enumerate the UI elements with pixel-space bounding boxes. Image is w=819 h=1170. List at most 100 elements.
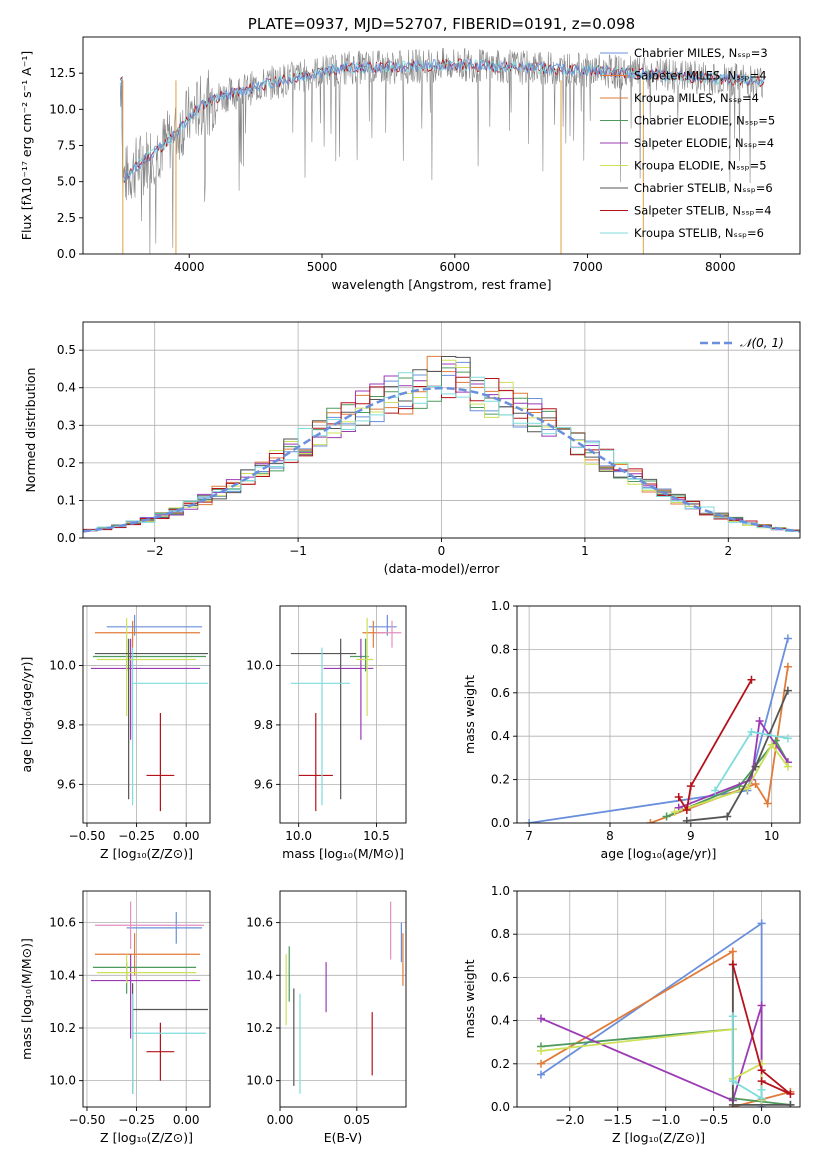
- panel-mass-vs-Z: −0.50 −0.25 0.00 10.0 10.2 10.4 10.6 Z [log₁₀(Z…: [19, 890, 211, 1145]
- y-tick-label: 7.5: [57, 139, 76, 153]
- x-tick-label: 0.00: [173, 829, 200, 843]
- x-axis-label: E(B-V): [324, 1130, 363, 1145]
- weight-point-marker: [786, 1100, 795, 1107]
- panel-mass-vs-ebv: 0.00 0.05 10.0 10.2 10.4 10.6 E(B-V): [246, 890, 407, 1145]
- axes-frame: [82, 890, 211, 1108]
- y-axis-label: mass weight: [462, 959, 477, 1038]
- y-tick-label: 10.0: [49, 658, 76, 672]
- x-axis-label: age [log₁₀(age/yr)]: [601, 846, 717, 861]
- panel-age-vs-mass: 10.0 10.5 9.6 9.8 10.0 mass [log₁₀(M/M⊙)]: [246, 605, 407, 861]
- weight-point-marker: [757, 1066, 766, 1075]
- weight-point-marker: [783, 634, 792, 643]
- x-tick-label: −1: [289, 544, 307, 558]
- axes-frame: [516, 605, 801, 824]
- x-tick-label: 5000: [307, 260, 338, 274]
- axes-frame: [516, 890, 801, 1108]
- y-tick-label: 0.8: [491, 927, 510, 941]
- y-tick-label: 10.0: [246, 658, 273, 672]
- x-tick-label: −2: [146, 544, 164, 558]
- y-tick-label: 9.8: [254, 718, 273, 732]
- x-tick-label: −0.25: [118, 1113, 155, 1127]
- weight-point-marker: [783, 734, 792, 743]
- spectrum-model-line: [120, 58, 765, 184]
- weight-point-marker: [723, 812, 732, 821]
- weight-point-marker: [757, 1085, 766, 1094]
- plot-area: [119, 47, 765, 254]
- y-tick-label: 9.6: [57, 777, 76, 791]
- x-axis-label: Z [log₁₀(Z/Z⊙)]: [100, 1130, 193, 1145]
- y-tick-label: 10.6: [49, 916, 76, 930]
- weight-series-line: [677, 679, 753, 813]
- weight-series-line: [540, 921, 763, 1107]
- weight-series-line: [528, 638, 789, 823]
- histogram-series: [83, 372, 800, 538]
- legend: Chabrier MILES, Nₛₛₚ=3 Salpeter MILES, Nₛ…: [600, 46, 775, 240]
- y-tick-label: 10.2: [246, 1021, 273, 1035]
- legend-entry: Kroupa STELIB, Nₛₛₚ=6: [634, 226, 764, 240]
- weight-point-marker: [783, 686, 792, 695]
- x-tick-label: 0.05: [343, 1113, 370, 1127]
- y-tick-label: 9.6: [254, 777, 273, 791]
- x-tick-label: −0.5: [699, 1113, 728, 1127]
- y-tick-label: 10.0: [49, 1074, 76, 1088]
- axes-frame: [82, 605, 211, 824]
- y-axis-label: Flux [fλ10⁻¹⁷ erg cm⁻² s⁻¹ A⁻¹]: [19, 51, 34, 240]
- weight-point-marker: [728, 947, 737, 956]
- x-tick-label: 8: [606, 829, 614, 843]
- weight-point-marker: [728, 1012, 737, 1021]
- x-axis-label: (data-model)/error: [384, 561, 501, 576]
- weight-point-marker: [747, 727, 756, 736]
- weight-point-marker: [711, 786, 720, 795]
- x-tick-label: 7000: [572, 260, 603, 274]
- x-tick-label: −1.0: [651, 1113, 680, 1127]
- weight-point-marker: [747, 675, 756, 684]
- weight-point-marker: [536, 1046, 545, 1055]
- plot-area: [525, 634, 792, 823]
- y-tick-label: 9.8: [57, 718, 76, 732]
- x-tick-label: 0.00: [173, 1113, 200, 1127]
- y-tick-label: 1.0: [491, 884, 510, 898]
- y-axis-label: mass weight: [462, 675, 477, 754]
- legend-entry: Chabrier MILES, Nₛₛₚ=3: [634, 46, 768, 60]
- weight-point-marker: [757, 1094, 766, 1103]
- chart-title: PLATE=0937, MJD=52707, FIBERID=0191, z=0…: [248, 15, 635, 33]
- x-tick-label: 10.5: [363, 829, 390, 843]
- y-tick-label: 10.4: [246, 968, 273, 982]
- y-tick-label: 0.1: [57, 493, 76, 507]
- panel-weight-vs-age: 7 8 9 10 0.0 0.2 0.4 0.6 0.8 1.0 age [log₁₀(age/yr…: [462, 599, 801, 861]
- plot-area: [83, 355, 800, 538]
- y-tick-label: 10.6: [246, 916, 273, 930]
- weight-point-marker: [536, 1059, 545, 1068]
- y-tick-label: 0.6: [491, 970, 510, 984]
- weight-point-marker: [728, 960, 737, 969]
- weight-series-line: [731, 1016, 763, 1100]
- panel-weight-vs-Z: −2.0 −1.5 −1.0 −0.5 0.0 0.0 0.2 0.4 0.6 0.8 1.0 Z […: [462, 884, 801, 1145]
- weight-point-marker: [728, 1077, 737, 1086]
- weight-point-marker: [536, 1014, 545, 1023]
- legend-entry: Chabrier STELIB, Nₛₛₚ=6: [634, 181, 773, 195]
- weight-point-marker: [646, 819, 655, 823]
- x-tick-label: −2.0: [555, 1113, 584, 1127]
- weight-point-marker: [662, 812, 671, 821]
- y-tick-label: 0.0: [57, 247, 76, 261]
- y-tick-label: 2.5: [57, 211, 76, 225]
- weight-series-line: [674, 743, 789, 814]
- x-tick-label: −0.50: [69, 829, 106, 843]
- x-tick-label: 2: [724, 544, 732, 558]
- y-tick-label: 12.5: [49, 66, 76, 80]
- x-tick-label: 4000: [174, 260, 205, 274]
- x-tick-label: 8000: [705, 260, 736, 274]
- y-tick-label: 10.4: [49, 968, 76, 982]
- weight-point-marker: [751, 779, 760, 788]
- legend-entry: Kroupa ELODIE, Nₛₛₚ=5: [634, 159, 767, 173]
- x-axis-label: wavelength [Angstrom, rest frame]: [331, 277, 551, 292]
- y-tick-label: 1.0: [491, 599, 510, 613]
- weight-point-marker: [670, 808, 679, 817]
- panel-spectrum: Chabrier MILES, Nₛₛₚ=3 Salpeter MILES, Nₛ…: [19, 15, 801, 292]
- x-tick-label: −0.50: [69, 1113, 106, 1127]
- x-tick-label: 0: [438, 544, 446, 558]
- y-tick-label: 0.0: [491, 1100, 510, 1114]
- x-tick-label: 7: [525, 829, 533, 843]
- weight-series-line: [731, 964, 791, 1095]
